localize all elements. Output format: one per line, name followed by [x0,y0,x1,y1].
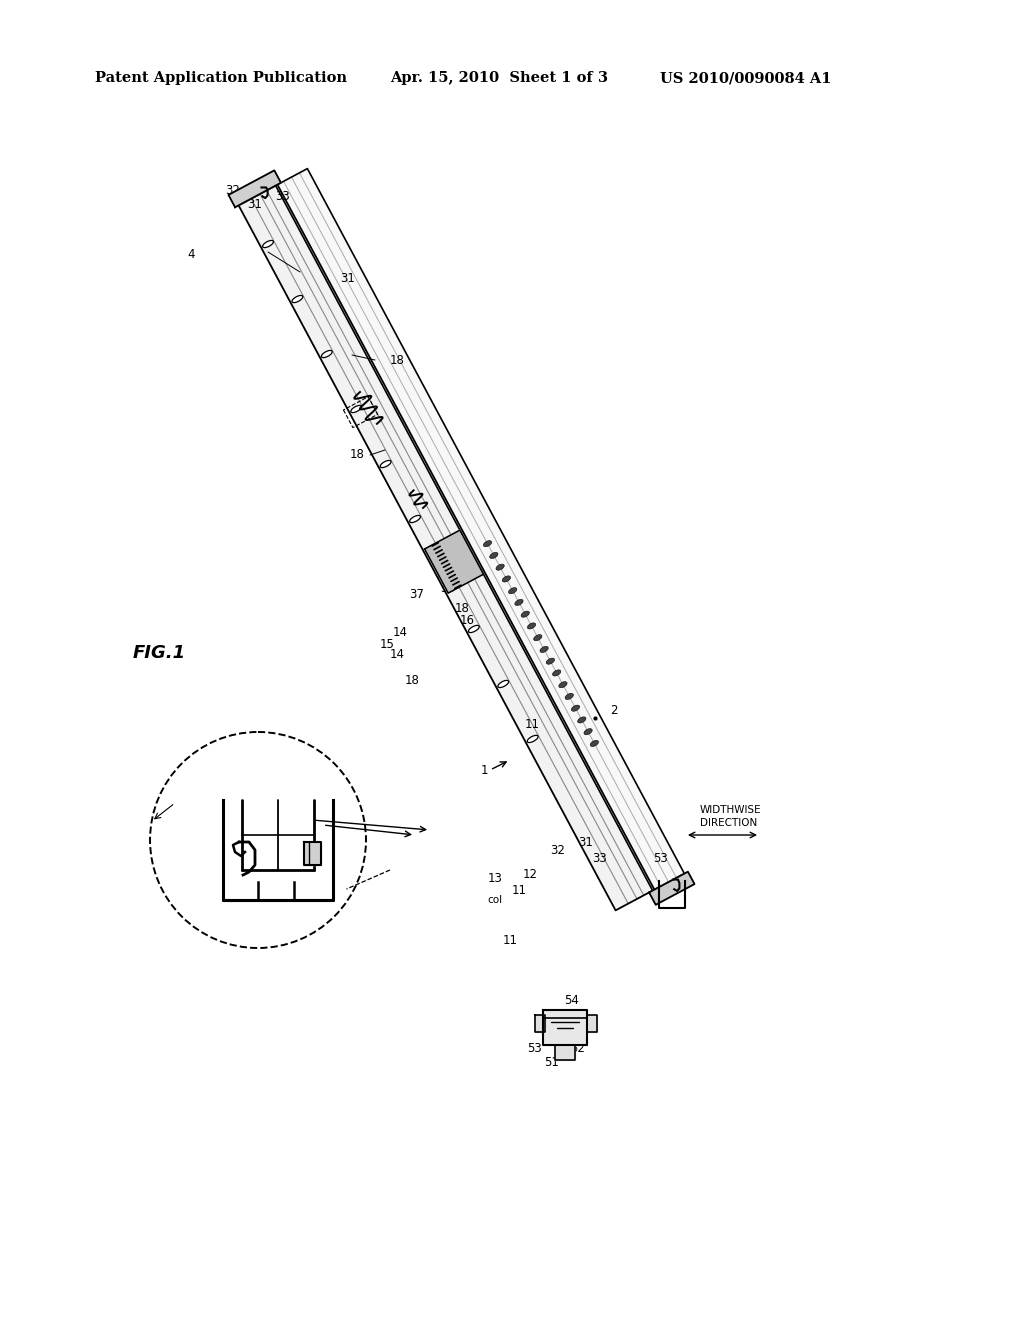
Text: 1: 1 [480,763,488,776]
Ellipse shape [565,693,573,700]
Polygon shape [555,1045,575,1060]
Text: WIDTHWISE: WIDTHWISE [700,805,762,814]
Text: 15: 15 [380,639,395,652]
Text: 33: 33 [290,825,305,838]
Ellipse shape [496,564,504,570]
Text: 18: 18 [350,449,365,462]
Polygon shape [239,185,654,911]
Polygon shape [587,1015,597,1032]
Text: 54: 54 [564,994,580,1006]
Ellipse shape [584,729,592,735]
Text: 11: 11 [205,874,220,887]
Ellipse shape [262,240,273,248]
Text: 14: 14 [390,648,406,661]
Ellipse shape [559,681,567,688]
Polygon shape [535,1015,545,1032]
Ellipse shape [515,599,523,606]
Text: 3: 3 [163,796,170,809]
Text: 53: 53 [527,1041,542,1055]
Text: 32: 32 [225,183,240,197]
Text: 18: 18 [455,602,470,615]
Text: DIRECTION: DIRECTION [700,818,758,828]
Text: 11: 11 [512,883,527,896]
Text: 11: 11 [305,801,319,814]
Text: 55: 55 [544,1008,559,1022]
Ellipse shape [489,552,498,558]
Text: 18: 18 [406,673,420,686]
Ellipse shape [351,405,361,413]
Polygon shape [228,170,281,207]
Ellipse shape [540,647,548,652]
Text: 11: 11 [503,933,518,946]
Text: 11: 11 [525,718,540,731]
Ellipse shape [527,735,538,743]
Text: 12: 12 [523,869,538,882]
Text: 52: 52 [570,1041,585,1055]
Ellipse shape [483,541,492,546]
Text: US 2010/0090084 A1: US 2010/0090084 A1 [660,71,831,84]
Ellipse shape [410,515,421,523]
Ellipse shape [553,669,561,676]
Text: 31: 31 [578,837,593,850]
Ellipse shape [468,626,479,632]
Text: col: col [486,895,502,906]
Text: 36: 36 [440,582,455,594]
Ellipse shape [292,296,303,302]
Ellipse shape [578,717,586,723]
Text: 18: 18 [390,354,404,367]
Ellipse shape [509,587,517,594]
Text: FIG.1: FIG.1 [133,644,186,663]
Text: 32: 32 [550,843,565,857]
Ellipse shape [590,741,598,747]
Ellipse shape [439,570,450,578]
Text: 32: 32 [196,818,210,832]
Text: 12: 12 [290,866,305,879]
Text: 14: 14 [393,626,408,639]
Text: 33: 33 [275,190,290,202]
Ellipse shape [534,635,542,640]
Ellipse shape [502,576,511,582]
Polygon shape [649,871,694,904]
Circle shape [151,733,365,946]
Ellipse shape [521,611,529,618]
Text: 16: 16 [460,614,475,627]
Text: 37: 37 [410,589,424,602]
Ellipse shape [527,623,536,630]
Text: Apr. 15, 2010  Sheet 1 of 3: Apr. 15, 2010 Sheet 1 of 3 [390,71,608,84]
Ellipse shape [498,680,509,688]
Ellipse shape [546,659,555,664]
Polygon shape [304,842,321,865]
Text: 53: 53 [653,851,668,865]
Ellipse shape [571,705,580,711]
Text: 13: 13 [488,871,503,884]
Text: 2: 2 [610,704,617,717]
Ellipse shape [322,350,332,358]
Text: 31: 31 [340,272,355,285]
Text: 31: 31 [248,198,262,211]
Text: Patent Application Publication: Patent Application Publication [95,71,347,84]
Text: 51: 51 [545,1056,559,1068]
Ellipse shape [380,461,391,467]
Text: 31: 31 [200,837,215,850]
Polygon shape [275,169,684,891]
Polygon shape [543,1010,587,1045]
Text: 4: 4 [187,248,195,261]
Polygon shape [425,531,483,593]
Text: 33: 33 [592,851,607,865]
